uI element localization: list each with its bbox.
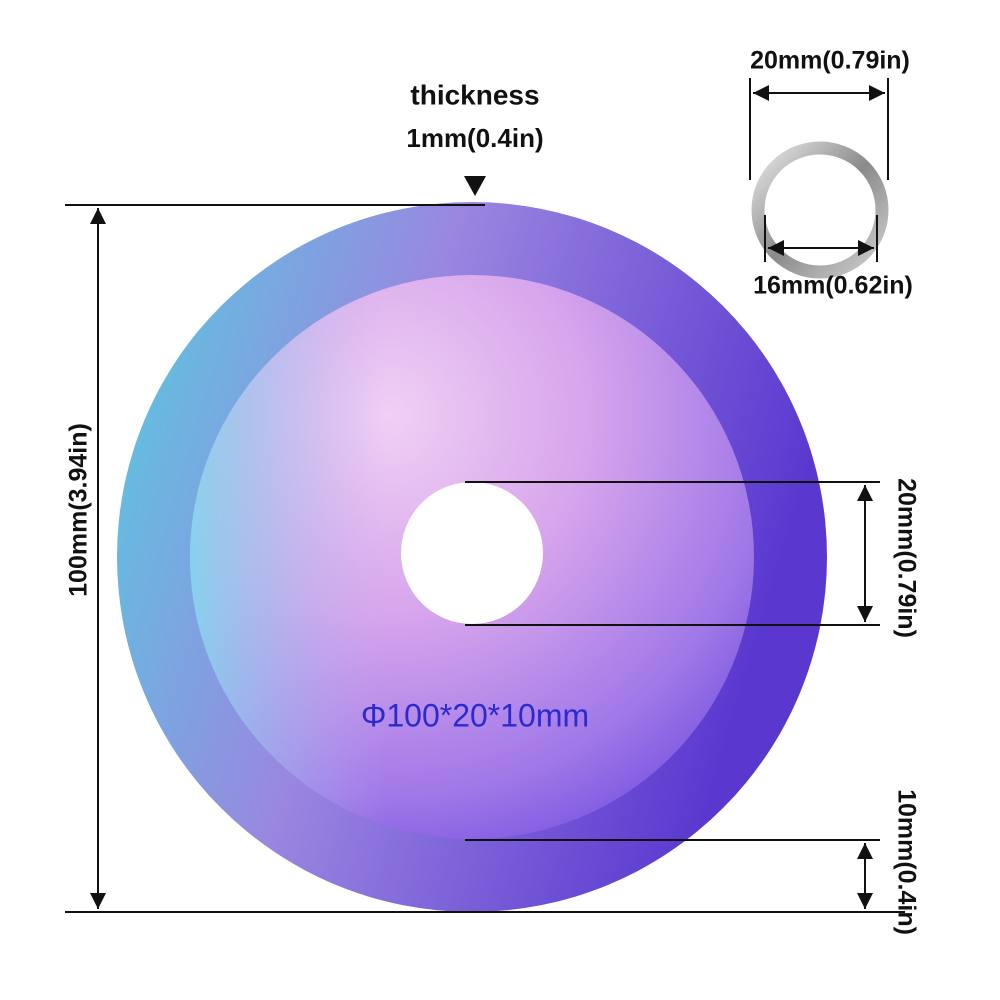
ring <box>751 141 889 279</box>
thickness-pointer <box>464 176 486 196</box>
bore-label: 20mm(0.79in) <box>892 478 920 638</box>
blade <box>117 202 827 912</box>
ring-outer-label: 20mm(0.79in) <box>750 47 910 75</box>
spec-label: Φ100*20*10mm <box>361 697 589 733</box>
ring-inner-label: 16mm(0.62in) <box>753 272 913 300</box>
diameter-label: 100mm(3.94in) <box>65 423 93 597</box>
thickness-value: 1mm(0.4in) <box>406 123 543 153</box>
rim-label: 10mm(0.4in) <box>892 789 920 935</box>
thickness-label: thickness <box>410 79 539 110</box>
